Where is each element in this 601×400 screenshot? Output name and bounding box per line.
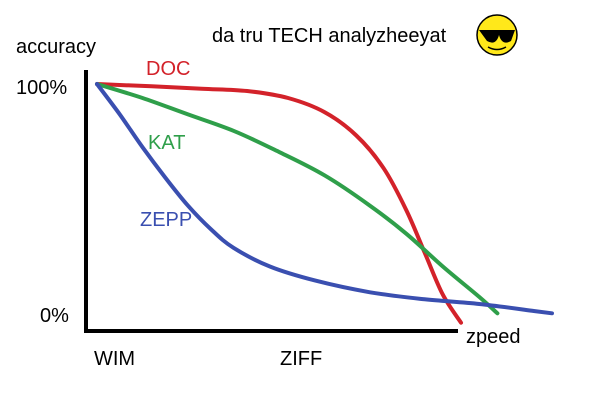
x-tick-wim: WIM bbox=[94, 348, 135, 370]
x-axis-label: zpeed bbox=[466, 326, 521, 348]
chart-title: da tru TECH analyzheeyat bbox=[212, 25, 447, 47]
y-axis-label: accuracy bbox=[16, 36, 96, 58]
series-label-zepp: ZEPP bbox=[140, 209, 192, 231]
series-line-kat bbox=[95, 82, 500, 316]
series-label-kat: KAT bbox=[148, 132, 185, 154]
y-tick-100: 100% bbox=[16, 77, 67, 99]
series-line-zepp bbox=[95, 82, 554, 316]
sunglasses-smiley-icon bbox=[476, 14, 518, 56]
series-line-doc bbox=[95, 82, 463, 325]
series-label-doc: DOC bbox=[146, 58, 190, 80]
y-tick-0: 0% bbox=[40, 305, 69, 327]
x-tick-ziff: ZIFF bbox=[280, 348, 322, 370]
